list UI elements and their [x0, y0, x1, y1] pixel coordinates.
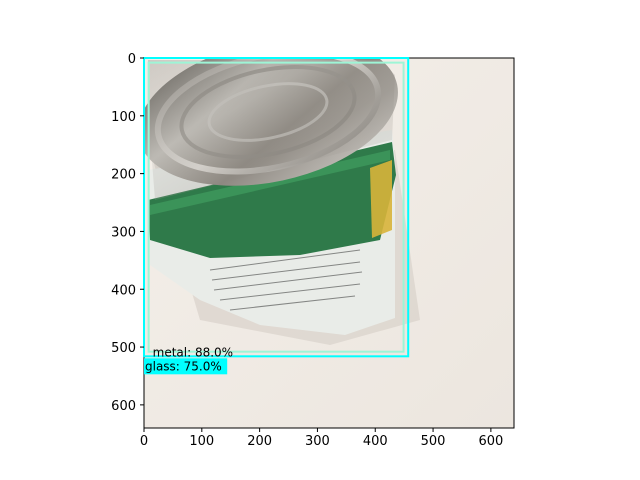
y-axis: 0 100 200 300 400 500 600: [111, 52, 144, 414]
x-tick-label: 200: [247, 434, 272, 449]
y-tick-label: 600: [111, 399, 136, 414]
x-tick-label: 300: [305, 434, 330, 449]
x-tick-label: 500: [421, 434, 446, 449]
y-tick-label: 0: [128, 52, 136, 67]
y-tick-label: 300: [111, 225, 136, 240]
can-photo: [144, 58, 514, 428]
x-tick-label: 100: [189, 434, 214, 449]
x-axis: 0 100 200 300 400 500 600: [140, 428, 503, 449]
detection-label: metal: 88.0%: [153, 346, 233, 360]
x-tick-label: 600: [478, 434, 503, 449]
detection-layer: metal: 88.0%glass: 75.0%: [143, 57, 410, 375]
y-tick-label: 500: [111, 341, 136, 356]
x-tick-label: 400: [363, 434, 388, 449]
detection-box: [147, 61, 405, 353]
y-tick-label: 400: [111, 283, 136, 298]
y-tick-label: 100: [111, 110, 136, 125]
detection-label: glass: 75.0%: [145, 359, 222, 373]
detection-label-bg: [144, 358, 228, 375]
detection-box: [143, 57, 410, 358]
y-tick-label: 200: [111, 168, 136, 183]
x-tick-label: 0: [140, 434, 148, 449]
